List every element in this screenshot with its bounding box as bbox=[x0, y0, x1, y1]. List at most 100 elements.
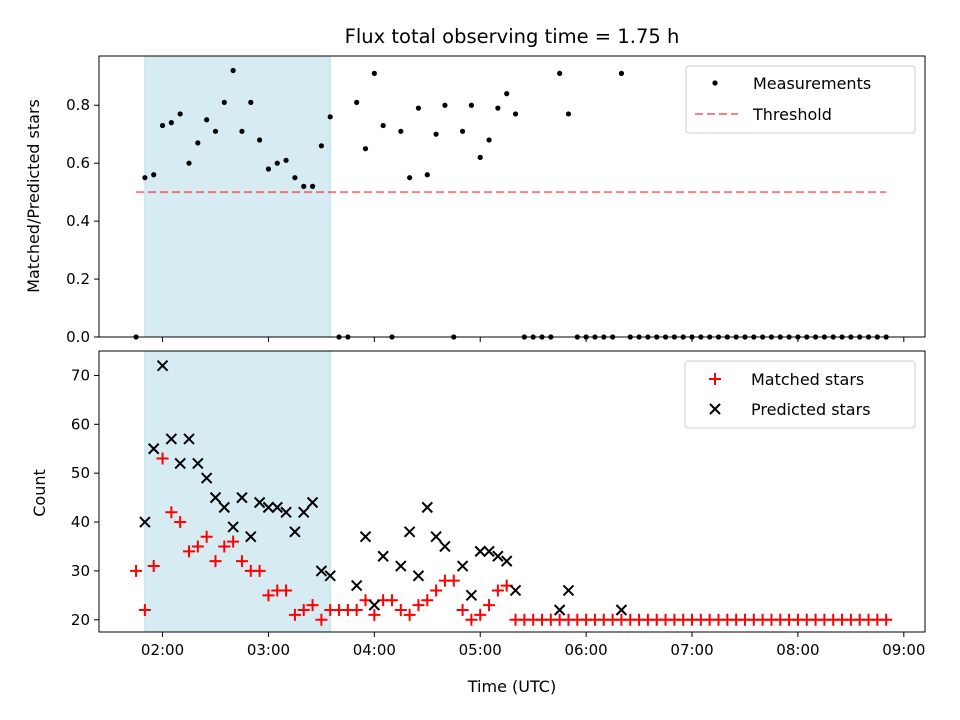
bottom-predicted-stars-point bbox=[492, 550, 504, 562]
bottom-matched-stars-point bbox=[147, 560, 160, 573]
top-y-tick-label: 0.2 bbox=[66, 270, 90, 288]
bottom-matched-stars-point bbox=[288, 608, 301, 621]
bottom-matched-stars-point bbox=[465, 613, 478, 626]
bottom-predicted-stars-point bbox=[253, 496, 266, 509]
bottom-y-tick-label: 20 bbox=[71, 611, 90, 629]
top-measurements-point bbox=[415, 105, 422, 111]
bottom-matched-stars-point bbox=[280, 584, 293, 597]
bottom-predicted-stars-point bbox=[183, 433, 195, 445]
top-measurements-point bbox=[248, 99, 254, 105]
top-measurements-point bbox=[477, 154, 483, 160]
top-measurements-point bbox=[398, 128, 404, 134]
bottom-matched-stars-point bbox=[306, 599, 319, 612]
bottom-matched-stars-point bbox=[447, 574, 460, 587]
bottom-matched-stars-point bbox=[474, 608, 487, 621]
legend-predicted-marker bbox=[709, 403, 721, 415]
top-measurements-point bbox=[371, 70, 377, 76]
bottom-predicted-stars-point bbox=[271, 501, 283, 514]
top-measurements-point bbox=[265, 166, 272, 172]
bottom-predicted-stars-point bbox=[218, 501, 231, 514]
top-measurements-point bbox=[424, 172, 430, 178]
bottom-matched-stars-point bbox=[165, 506, 178, 519]
bottom-matched-stars-point bbox=[218, 540, 231, 553]
bottom-matched-stars-point bbox=[297, 604, 310, 617]
top-measurements-point bbox=[354, 99, 360, 105]
bottom-matched-stars-point bbox=[880, 613, 893, 626]
bottom-predicted-stars-point bbox=[289, 526, 301, 538]
bottom-predicted-stars-point bbox=[298, 506, 310, 518]
bottom-matched-stars-point bbox=[368, 608, 381, 621]
top-measurements-point bbox=[504, 91, 510, 97]
bottom-predicted-stars-point bbox=[465, 589, 478, 602]
bottom-predicted-stars-point bbox=[562, 584, 575, 597]
bottom-y-tick-label: 40 bbox=[71, 513, 90, 531]
bottom-legend-box bbox=[684, 360, 916, 429]
bottom-matched-stars-point bbox=[227, 535, 240, 548]
x-tick-label: 08:00 bbox=[776, 641, 819, 659]
bottom-predicted-stars-point bbox=[262, 501, 275, 514]
bottom-legend: Matched stars Predicted stars bbox=[684, 360, 916, 429]
top-measurements-point bbox=[151, 172, 157, 178]
bottom-y-tick-label: 60 bbox=[71, 415, 90, 433]
bottom-predicted-stars-point bbox=[245, 530, 257, 543]
bottom-predicted-stars-point bbox=[456, 560, 469, 572]
bottom-predicted-stars-point bbox=[500, 555, 513, 567]
top-measurements-point bbox=[309, 183, 316, 189]
bottom-matched-stars-point bbox=[191, 540, 204, 553]
bottom-predicted-stars-point bbox=[377, 550, 389, 562]
top-measurements-point bbox=[318, 143, 324, 149]
bottom-predicted-stars-point bbox=[359, 530, 372, 543]
top-measurements-point bbox=[292, 175, 298, 181]
top-measurements-point bbox=[283, 157, 289, 163]
bottom-matched-stars-point bbox=[394, 604, 407, 617]
bottom-matched-stars-point bbox=[156, 452, 169, 465]
bottom-predicted-stars-point bbox=[509, 584, 522, 597]
top-measurements-point bbox=[433, 131, 439, 137]
top-measurements-point bbox=[486, 137, 492, 143]
bottom-highlight-span bbox=[144, 350, 331, 633]
bottom-predicted-stars-point bbox=[483, 545, 495, 558]
top-measurements-point bbox=[274, 160, 280, 166]
top-measurements-point bbox=[221, 99, 227, 105]
top-measurements-point bbox=[512, 111, 519, 117]
legend-predicted-label: Predicted stars bbox=[751, 400, 871, 419]
x-tick-label: 06:00 bbox=[565, 641, 608, 659]
bottom-predicted-stars-point bbox=[192, 457, 204, 470]
top-panel: 0.0 0.2 0.4 0.6 0.8 Matched/Predicted stars bbox=[24, 55, 926, 346]
bottom-y-tick-label: 50 bbox=[71, 464, 90, 482]
top-measurements-point bbox=[186, 160, 192, 166]
top-measurements-point bbox=[257, 137, 263, 143]
bottom-predicted-stars-point bbox=[615, 604, 628, 616]
bottom-matched-stars-point bbox=[385, 594, 398, 607]
top-legend-box bbox=[685, 65, 916, 134]
top-measurements-point bbox=[177, 111, 183, 117]
x-tick-label: 04:00 bbox=[353, 641, 396, 659]
top-highlight-span bbox=[144, 55, 331, 338]
top-measurements-point bbox=[239, 128, 245, 134]
bottom-matched-stars-point bbox=[350, 604, 363, 617]
top-measurements-point bbox=[212, 128, 219, 134]
bottom-matched-stars-point bbox=[421, 594, 434, 607]
bottom-predicted-stars-point bbox=[280, 506, 292, 518]
bottom-matched-stars-point bbox=[235, 555, 248, 568]
top-y-axis-label: Matched/Predicted stars bbox=[24, 99, 43, 293]
chart-title: Flux total observing time = 1.75 h bbox=[345, 25, 680, 48]
x-axis-label: Time (UTC) bbox=[467, 677, 556, 696]
bottom-matched-stars-point bbox=[403, 608, 416, 621]
top-measurements-point bbox=[159, 122, 166, 129]
bottom-predicted-stars-point bbox=[395, 560, 407, 572]
bottom-predicted-stars-point bbox=[148, 443, 160, 455]
top-legend: Measurements Threshold bbox=[685, 65, 916, 134]
bottom-predicted-stars-point bbox=[553, 604, 566, 616]
bottom-matched-stars-point bbox=[138, 604, 151, 617]
bottom-predicted-stars-point bbox=[165, 433, 178, 445]
top-y-tick-label: 0.4 bbox=[66, 212, 90, 230]
bottom-predicted-stars-point bbox=[474, 545, 486, 558]
top-measurements-point bbox=[442, 102, 448, 108]
top-measurements-point bbox=[327, 114, 333, 120]
bottom-predicted-stars-point bbox=[200, 472, 213, 484]
bottom-matched-stars-point bbox=[483, 599, 496, 612]
legend-measurements-marker bbox=[712, 80, 718, 86]
bottom-axes-frame bbox=[98, 350, 926, 633]
x-tick-label: 09:00 bbox=[882, 641, 925, 659]
